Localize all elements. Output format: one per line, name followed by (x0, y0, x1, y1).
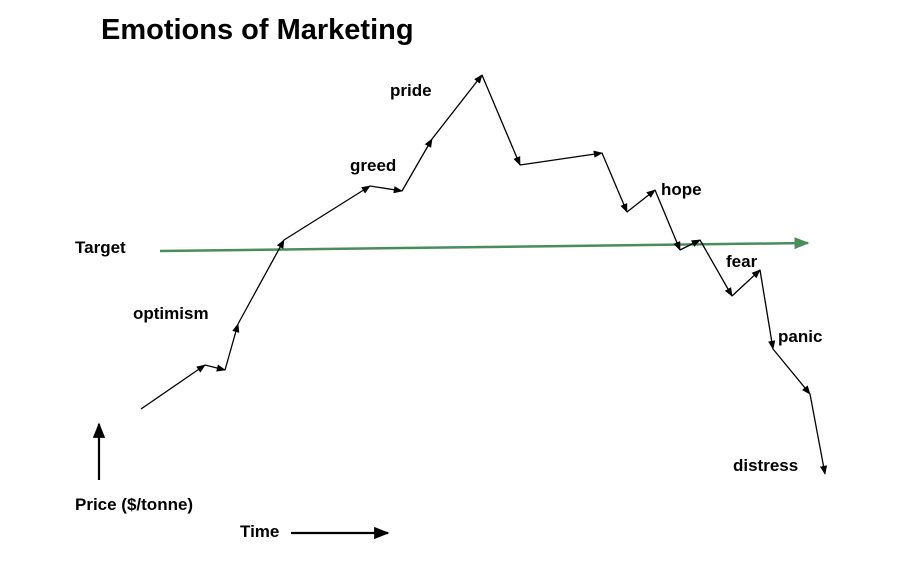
emotion-label-fear: fear (726, 252, 758, 271)
price-segment (731, 269, 761, 297)
price-segment (772, 348, 811, 395)
diagram-title: Emotions of Marketing (101, 14, 414, 46)
price-segment (699, 239, 733, 297)
price-segment (626, 189, 656, 213)
price-segment (283, 185, 371, 241)
price-segment (224, 323, 240, 371)
price-segment (401, 138, 433, 192)
price-segment (431, 74, 483, 140)
price-segment (759, 269, 776, 350)
emotion-label-pride: pride (390, 81, 432, 100)
target-label: Target (75, 238, 126, 257)
price-axis-label: Price ($/tonne) (75, 495, 194, 514)
emotion-label-hope: hope (661, 180, 702, 199)
target-line (159, 237, 810, 253)
price-path (140, 74, 828, 475)
price-segment (654, 189, 681, 251)
price-segment (237, 239, 285, 325)
price-segment (679, 239, 701, 251)
emotion-label-greed: greed (350, 156, 397, 175)
emotion-label-panic: panic (778, 327, 823, 346)
price-segment (809, 393, 828, 475)
price-segment (204, 364, 226, 372)
emotion-label-distress: distress (733, 456, 799, 475)
price-segment (369, 185, 403, 194)
time-axis-label: Time (240, 522, 280, 541)
price-segment (519, 150, 603, 166)
price-segment (601, 152, 628, 213)
price-segment (481, 74, 521, 166)
price-segment (140, 364, 206, 410)
emotion-label-optimism: optimism (133, 304, 209, 323)
